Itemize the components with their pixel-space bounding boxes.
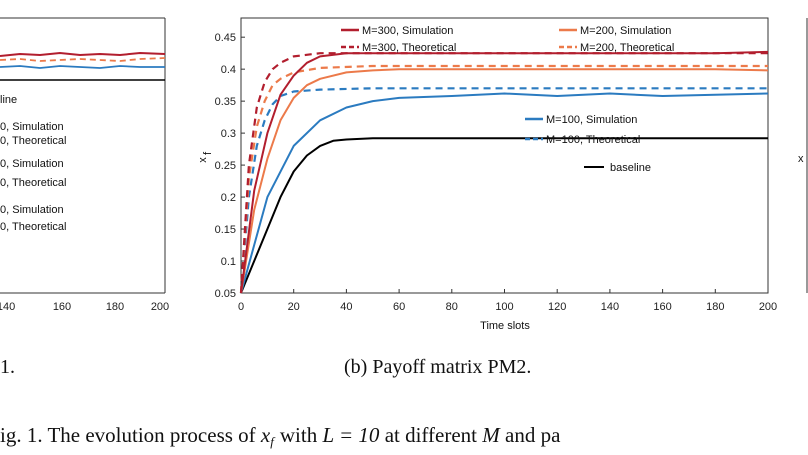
left-x-tick-180: 180 (106, 301, 124, 313)
legend-m100-theo-label: M=100, Theoretical (546, 134, 640, 146)
left-legend-item-2: 0, Simulation (0, 121, 64, 133)
series-line-m-300-simulation (240, 50, 769, 294)
y-tick-label: 0.15 (215, 224, 236, 236)
series-line-m-300-theoretical (239, 52, 768, 294)
x-axis-ticks: 0 20 40 60 80 100 120 140 160 180 200 (238, 289, 777, 313)
caption-end: and pa (505, 423, 561, 447)
y-axis-label-sub: f (202, 151, 214, 155)
y-axis-label: x f (197, 151, 214, 163)
y-tick-label: 0.45 (215, 32, 236, 44)
y-axis-ticks: 0.05 0.1 0.15 0.2 0.25 0.3 0.35 0.4 0.45 (215, 32, 245, 300)
x-tick-label: 40 (340, 301, 352, 313)
left-x-tick-200: 200 (151, 301, 169, 313)
series-line-m-200-simulation (240, 68, 769, 294)
series-line-m-100-simulation (240, 92, 769, 294)
y-tick-label: 0.3 (221, 128, 236, 140)
plot-area-frame (240, 17, 769, 294)
legend-middle-right: M=100, Simulation M=100, Theoretical (525, 114, 640, 146)
left-panel-m100-line (0, 65, 165, 69)
x-tick-label: 20 (288, 301, 300, 313)
legend-top-left: M=300, Simulation M=300, Theoretical (341, 25, 456, 54)
left-x-tick-160: 160 (53, 301, 71, 313)
right-panel-y-label-fragment: x (798, 153, 804, 165)
left-panel-m300-line (0, 51, 166, 57)
left-legend-item-7: 0, Theoretical (0, 221, 66, 233)
left-x-tick-140: 140 (0, 301, 15, 313)
left-panel: line 0, Simulation 0, Theoretical 0, Sim… (0, 17, 169, 378)
y-tick-label: 0.05 (215, 288, 236, 300)
caption-eq: L = 10 (321, 423, 379, 447)
y-tick-label: 0.1 (221, 256, 236, 268)
caption-at: at different (385, 423, 477, 447)
y-tick-label: 0.4 (221, 64, 236, 76)
x-tick-label: 60 (393, 301, 405, 313)
left-legend-item-5: 0, Theoretical (0, 177, 66, 189)
legend-m200-sim-label: M=200, Simulation (580, 25, 671, 37)
legend-m100-sim-label: M=100, Simulation (546, 114, 637, 126)
x-tick-label: 180 (706, 301, 724, 313)
caption-m: M (481, 423, 501, 447)
x-tick-label: 100 (495, 301, 513, 313)
legend-baseline: baseline (584, 162, 651, 174)
caption-with: with (280, 423, 318, 447)
legend-m300-theo-label: M=300, Theoretical (362, 42, 456, 54)
left-subcaption: 1. (0, 356, 15, 378)
series-line-m-100-theoretical (239, 87, 768, 294)
y-tick-label: 0.2 (221, 192, 236, 204)
x-tick-label: 0 (238, 301, 244, 313)
left-legend-item-4: 0, Simulation (0, 158, 64, 170)
legend-top-right: M=200, Simulation M=200, Theoretical (559, 25, 674, 54)
series-line-m-200-theoretical (239, 64, 768, 294)
x-tick-label: 200 (759, 301, 777, 313)
left-legend-item-6: 0, Simulation (0, 204, 64, 216)
x-tick-label: 80 (446, 301, 458, 313)
y-tick-label: 0.35 (215, 96, 236, 108)
left-panel-m200-line (0, 57, 166, 62)
subfigure-caption: (b) Payoff matrix PM2. (344, 356, 531, 378)
series-line-baseline (240, 137, 768, 294)
caption-var: x (260, 423, 271, 447)
x-axis-label: Time slots (480, 320, 530, 332)
legend-m200-theo-label: M=200, Theoretical (580, 42, 674, 54)
left-legend-item-1: line (0, 94, 17, 106)
x-tick-label: 160 (653, 301, 671, 313)
x-tick-label: 140 (601, 301, 619, 313)
y-axis-label-main: x (197, 157, 209, 163)
figure-caption: ig. 1. The evolution process of xf with L… (0, 423, 561, 449)
x-tick-label: 120 (548, 301, 566, 313)
legend-m300-sim-label: M=300, Simulation (362, 25, 453, 37)
series-lines (239, 50, 769, 294)
y-tick-label: 0.25 (215, 160, 236, 172)
caption-var-sub: f (270, 434, 276, 449)
legend-baseline-label: baseline (610, 162, 651, 174)
main-chart: 0.05 0.1 0.15 0.2 0.25 0.3 0.35 0.4 0.45 0 20 40 60… (197, 17, 777, 332)
left-legend-item-3: 0, Theoretical (0, 135, 66, 147)
caption-prefix: ig. 1. The evolution process of (0, 423, 256, 447)
